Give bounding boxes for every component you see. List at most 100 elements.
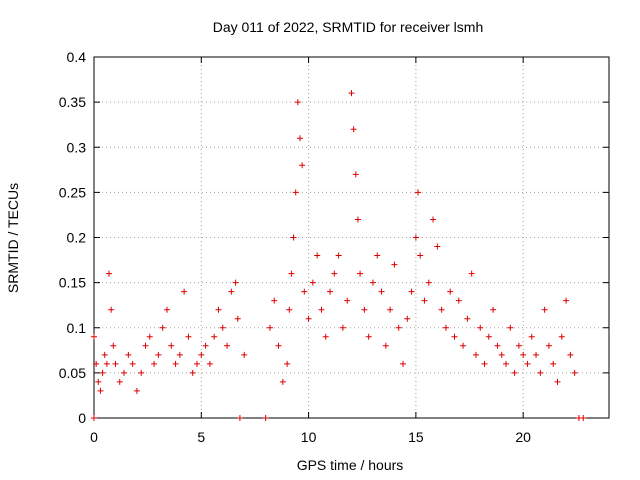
data-point — [219, 324, 226, 331]
data-point — [537, 369, 544, 376]
data-point — [99, 369, 106, 376]
data-point — [408, 288, 415, 295]
data-point — [286, 306, 293, 313]
chart-title: Day 011 of 2022, SRMTID for receiver lsm… — [213, 19, 484, 35]
data-point — [382, 342, 389, 349]
data-point — [93, 360, 100, 367]
data-point — [494, 342, 501, 349]
data-point — [163, 306, 170, 313]
data-point — [365, 333, 372, 340]
data-point — [202, 342, 209, 349]
data-point — [290, 234, 297, 241]
data-point — [236, 415, 243, 421]
data-point — [481, 360, 488, 367]
data-point — [344, 297, 351, 304]
plot-frame — [93, 56, 610, 419]
data-point — [352, 171, 359, 178]
data-point — [417, 252, 424, 259]
y-tick-label: 0.2 — [67, 230, 87, 246]
data-point — [485, 333, 492, 340]
data-point — [91, 333, 97, 340]
data-point — [318, 306, 325, 313]
data-point — [155, 351, 162, 358]
data-point — [146, 333, 153, 340]
data-point — [305, 315, 312, 322]
data-point — [374, 252, 381, 259]
data-point — [241, 351, 248, 358]
x-tick-label: 10 — [301, 429, 317, 445]
data-point — [266, 324, 273, 331]
data-point — [468, 270, 475, 277]
data-point — [524, 360, 531, 367]
data-point — [232, 279, 239, 286]
data-point — [299, 162, 306, 169]
data-point — [391, 261, 398, 268]
data-point — [400, 360, 406, 367]
data-point — [554, 378, 561, 385]
data-point — [181, 288, 188, 295]
data-point — [101, 351, 108, 358]
data-point — [151, 360, 158, 367]
data-point — [550, 360, 557, 367]
y-axis-label: SRMTID / TECUs — [5, 183, 21, 293]
data-point — [234, 315, 241, 322]
data-point — [472, 351, 479, 358]
data-point — [224, 342, 231, 349]
data-point — [95, 378, 102, 385]
data-point — [464, 315, 471, 322]
data-point — [112, 360, 119, 367]
data-point — [297, 135, 303, 142]
data-point — [357, 270, 364, 277]
data-point — [558, 333, 565, 340]
data-point — [292, 189, 299, 196]
data-point — [189, 369, 196, 376]
data-point — [138, 369, 145, 376]
data-point — [515, 342, 522, 349]
data-point — [327, 288, 334, 295]
data-point — [198, 351, 205, 358]
data-point — [309, 279, 316, 286]
data-point — [369, 279, 376, 286]
data-point — [442, 324, 449, 331]
grid — [94, 57, 609, 418]
data-point — [438, 306, 445, 313]
data-point — [533, 351, 540, 358]
data-point — [528, 333, 535, 340]
data-point — [545, 342, 552, 349]
y-tick-label: 0.4 — [67, 49, 87, 65]
data-point — [142, 342, 149, 349]
data-point — [520, 351, 527, 358]
data-point — [425, 279, 432, 286]
data-point — [314, 252, 321, 259]
data-point — [103, 360, 110, 367]
data-point — [460, 342, 467, 349]
data-point — [395, 324, 402, 331]
data-point — [331, 270, 338, 277]
data-point — [378, 288, 385, 295]
data-point — [567, 351, 574, 358]
data-point — [110, 342, 117, 349]
y-tick-label: 0.15 — [59, 275, 86, 291]
y-axis: 0 0.05 0.1 0.15 0.2 0.25 0.3 0.35 0.4 — [59, 49, 609, 426]
data-point — [211, 333, 218, 340]
x-tick-label: 0 — [90, 429, 98, 445]
data-point — [97, 387, 104, 394]
data-point — [354, 216, 361, 223]
data-point — [262, 415, 269, 421]
data-point — [447, 288, 454, 295]
y-tick-label: 0.1 — [67, 320, 87, 336]
data-point — [129, 360, 136, 367]
data-point — [503, 360, 509, 367]
data-point — [108, 306, 115, 313]
data-point — [279, 378, 286, 385]
data-point — [571, 369, 578, 376]
y-tick-label: 0.25 — [59, 184, 86, 200]
data-point — [271, 297, 278, 304]
data-point — [511, 369, 518, 376]
data-point — [206, 360, 213, 367]
data-point — [490, 306, 497, 313]
data-point — [288, 270, 295, 277]
data-point — [348, 90, 355, 97]
data-point — [228, 288, 235, 295]
